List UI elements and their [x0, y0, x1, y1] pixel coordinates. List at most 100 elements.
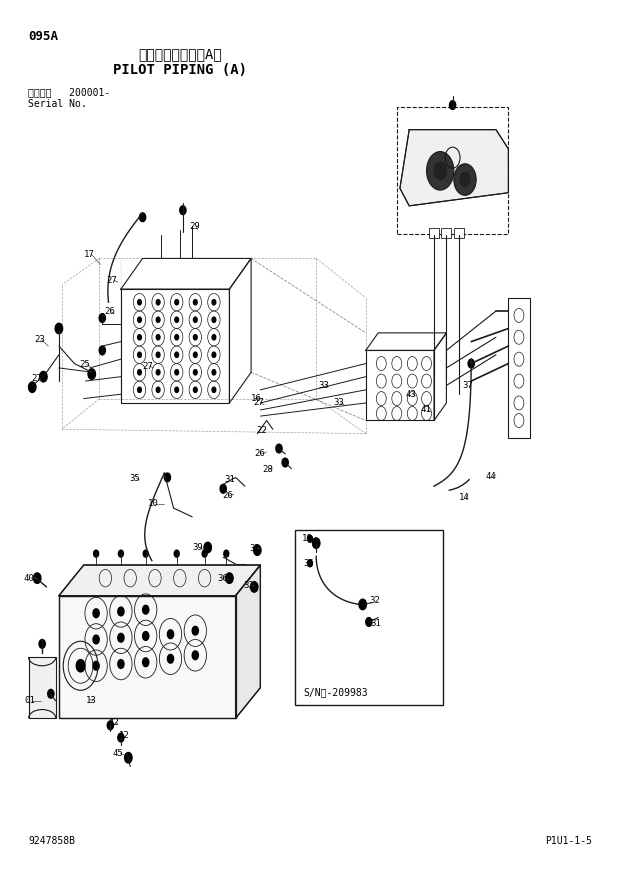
Text: 01: 01 [25, 696, 35, 705]
Polygon shape [59, 596, 236, 718]
Text: 42: 42 [108, 718, 119, 727]
Polygon shape [59, 565, 260, 596]
Circle shape [107, 721, 113, 730]
Circle shape [138, 317, 141, 322]
Circle shape [167, 630, 174, 639]
Text: 39: 39 [192, 543, 203, 552]
Text: 43: 43 [405, 390, 416, 399]
Text: 095A: 095A [28, 31, 58, 43]
Circle shape [226, 573, 233, 583]
Text: P1U1-1-5: P1U1-1-5 [546, 836, 593, 846]
Bar [454, 228, 464, 238]
Circle shape [156, 387, 160, 392]
Circle shape [55, 323, 63, 334]
Circle shape [156, 300, 160, 305]
Circle shape [175, 335, 179, 340]
Circle shape [143, 550, 148, 557]
Text: 26: 26 [254, 449, 265, 458]
Circle shape [99, 314, 105, 322]
Circle shape [254, 545, 261, 555]
Circle shape [359, 599, 366, 610]
Circle shape [175, 370, 179, 375]
Text: 44: 44 [485, 472, 496, 481]
Text: 23: 23 [34, 336, 45, 344]
Circle shape [468, 359, 474, 368]
Circle shape [175, 300, 179, 305]
Text: 13: 13 [86, 696, 96, 705]
Circle shape [156, 317, 160, 322]
Circle shape [138, 335, 141, 340]
Circle shape [202, 550, 207, 557]
Circle shape [118, 607, 124, 616]
Circle shape [93, 661, 99, 670]
Circle shape [138, 300, 141, 305]
Text: 12: 12 [119, 731, 130, 740]
Circle shape [312, 538, 320, 548]
Circle shape [76, 660, 85, 672]
Circle shape [193, 370, 197, 375]
Circle shape [143, 605, 149, 614]
Circle shape [164, 473, 171, 482]
Text: 22: 22 [257, 427, 267, 435]
Circle shape [143, 632, 149, 640]
Text: 33: 33 [334, 399, 344, 407]
Text: 33: 33 [319, 381, 329, 390]
Text: 適用号機   200001-
Serial No.: 適用号機 200001- Serial No. [28, 88, 110, 110]
Text: パイロット配管（A）: パイロット配管（A） [138, 47, 222, 61]
Circle shape [308, 560, 312, 567]
Circle shape [94, 550, 99, 557]
Circle shape [193, 335, 197, 340]
Circle shape [212, 300, 216, 305]
Circle shape [175, 317, 179, 322]
Circle shape [29, 382, 36, 392]
Text: 41: 41 [420, 406, 431, 414]
Text: 29: 29 [189, 222, 200, 230]
Circle shape [193, 387, 197, 392]
Circle shape [156, 352, 160, 357]
Circle shape [143, 658, 149, 667]
Text: 16: 16 [250, 394, 261, 403]
Text: 32: 32 [249, 544, 260, 553]
Circle shape [93, 635, 99, 644]
Circle shape [140, 213, 146, 222]
Circle shape [460, 173, 470, 187]
Text: 45: 45 [113, 749, 123, 758]
Bar [441, 228, 451, 238]
Circle shape [40, 371, 47, 382]
Circle shape [454, 164, 476, 195]
Circle shape [193, 352, 197, 357]
Bar [29, 657, 56, 718]
Text: 31: 31 [371, 619, 381, 628]
Text: 26: 26 [104, 307, 115, 316]
Text: S/N：-209983: S/N：-209983 [304, 687, 368, 697]
Text: PILOT PIPING (A): PILOT PIPING (A) [113, 63, 247, 77]
Circle shape [156, 335, 160, 340]
Circle shape [366, 618, 372, 626]
Circle shape [204, 542, 211, 553]
Circle shape [99, 346, 105, 355]
Circle shape [118, 550, 123, 557]
Circle shape [192, 626, 198, 635]
Circle shape [138, 387, 141, 392]
Circle shape [450, 101, 456, 110]
Circle shape [193, 300, 197, 305]
Circle shape [125, 752, 132, 763]
Text: 27: 27 [31, 374, 42, 383]
Circle shape [39, 639, 45, 648]
Bar [397, 108, 508, 235]
Circle shape [212, 335, 216, 340]
Circle shape [138, 352, 141, 357]
Circle shape [192, 651, 198, 660]
Circle shape [180, 206, 186, 215]
Polygon shape [236, 565, 260, 718]
Text: 14: 14 [459, 493, 469, 502]
Text: 36: 36 [217, 574, 228, 583]
Text: 10: 10 [302, 534, 312, 543]
Circle shape [33, 573, 41, 583]
Circle shape [434, 162, 446, 180]
Text: 32: 32 [370, 597, 380, 605]
Circle shape [175, 352, 179, 357]
Circle shape [175, 387, 179, 392]
Text: 27: 27 [143, 362, 153, 371]
Circle shape [427, 152, 454, 190]
